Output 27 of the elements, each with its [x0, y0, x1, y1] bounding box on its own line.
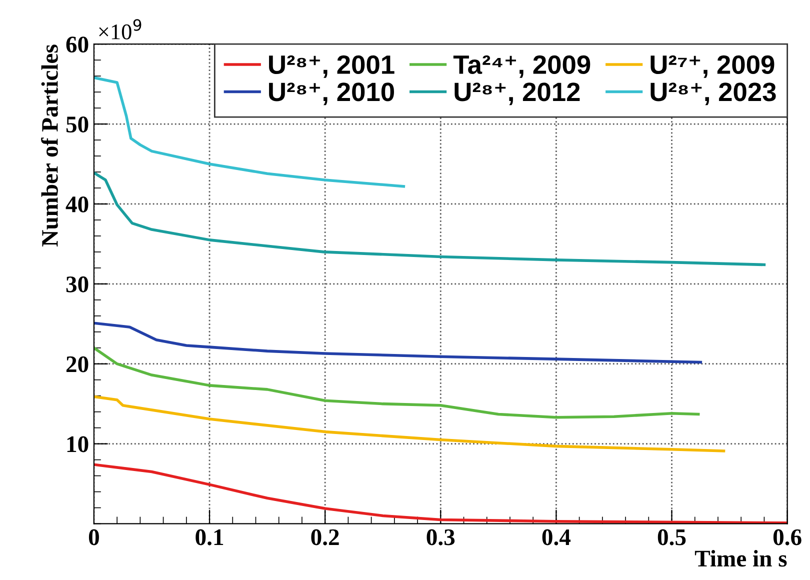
- y-tick-label: 20: [66, 356, 88, 372]
- legend-label: U²⁸⁺, 2010: [269, 82, 394, 106]
- legend-label: U²⁸⁺, 2001: [269, 55, 394, 78]
- y-tick-label: 60: [66, 36, 88, 53]
- legend-label: U²⁸⁺, 2012: [454, 82, 580, 106]
- line-series: [94, 76, 406, 188]
- x-tick-label: 0.5: [658, 529, 686, 546]
- y-tick-label: 10: [67, 436, 88, 452]
- legend-label: U²⁷⁺, 2009: [650, 55, 774, 78]
- x-tick-label: 0.3: [426, 529, 455, 546]
- line-series: [94, 171, 766, 266]
- text: ×10$^{9}$: [99, 19, 142, 40]
- x-tick-label: 0.2: [311, 529, 339, 546]
- y-tick-label: 40: [66, 196, 88, 212]
- y-tick-label: 50: [66, 116, 88, 132]
- x-axis-title: Time in s: [694, 550, 787, 567]
- x-tick-label: 0.4: [542, 529, 571, 546]
- line-series: [94, 322, 702, 364]
- x-tick-label: 0: [88, 529, 99, 546]
- x-tick-label: 0.1: [196, 529, 224, 546]
- x-tick-label: 0.6: [773, 529, 802, 546]
- y-tick-label: 30: [66, 276, 88, 292]
- y-axis-title: Number of Particles: [41, 44, 58, 246]
- line-series: [94, 395, 726, 452]
- line-series: [94, 346, 700, 419]
- legend-label: Ta²⁴⁺, 2009: [453, 55, 590, 78]
- legend-label: U²⁸⁺, 2023: [650, 82, 776, 106]
